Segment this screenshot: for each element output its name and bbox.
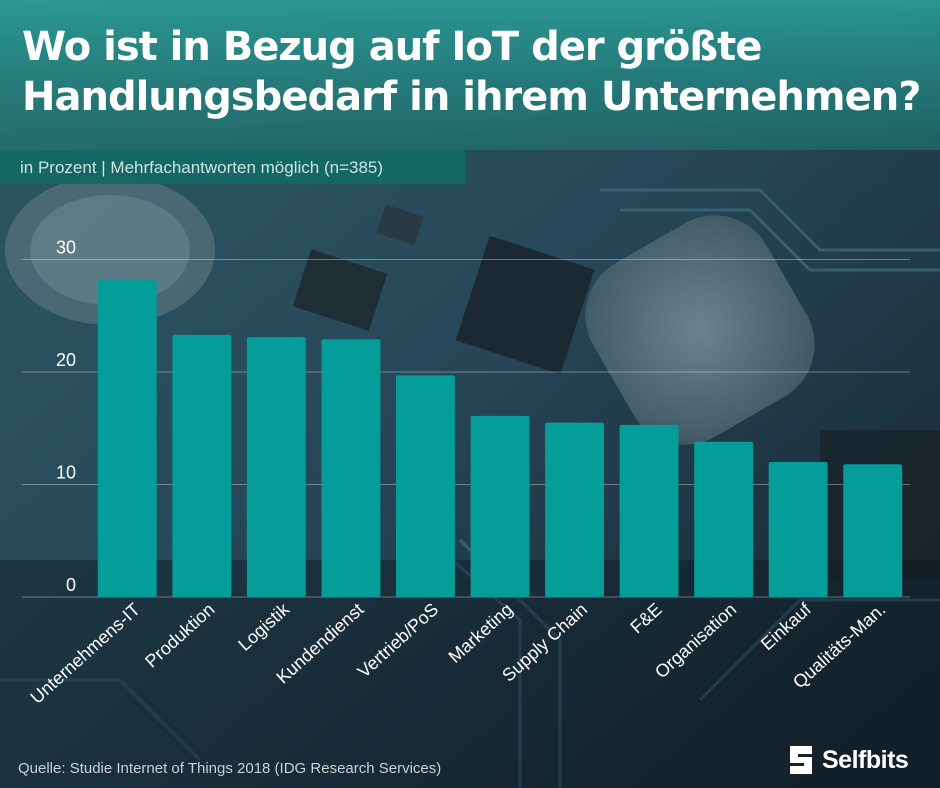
bar-organisation — [694, 441, 754, 598]
bar-f-e — [619, 424, 679, 597]
y-tick-label: 0 — [66, 575, 76, 595]
x-category-label: Organisation — [651, 599, 740, 682]
title-line-2: Handlungsbedarf in ihrem Unternehmen? — [22, 74, 921, 120]
bar-logistik — [246, 337, 306, 597]
bar-kundendienst — [321, 339, 381, 597]
y-tick-label: 20 — [56, 350, 76, 370]
bar-unternehmens-it — [97, 279, 157, 598]
bar-produktion — [172, 334, 232, 597]
x-category-label: F&E — [626, 599, 665, 637]
bar-vertrieb-pos — [396, 375, 455, 597]
y-tick-label: 10 — [56, 463, 76, 483]
brand-name: Selfbits — [822, 746, 909, 774]
bar-qualitäts-man- — [843, 464, 903, 598]
x-category-label: Unternehmens-IT — [27, 599, 144, 708]
x-category-label: Marketing — [445, 599, 517, 667]
source-note: Quelle: Studie Internet of Things 2018 (… — [18, 760, 442, 777]
chart-title: Wo ist in Bezug auf IoT der größte Handl… — [22, 22, 922, 122]
bar-supply-chain — [545, 422, 604, 597]
x-category-label: Einkauf — [757, 598, 816, 654]
x-category-label: Vertrieb/PoS — [354, 599, 442, 681]
title-line-1: Wo ist in Bezug auf IoT der größte — [22, 24, 762, 70]
bar-einkauf — [768, 462, 828, 597]
selfbits-logo: Selfbits — [786, 740, 921, 780]
bar-marketing — [470, 415, 530, 597]
chart-subtitle: in Prozent | Mehrfachantworten möglich (… — [20, 158, 384, 177]
x-category-label: Produktion — [141, 599, 218, 671]
y-tick-label: 30 — [56, 240, 76, 258]
subtitle-banner: in Prozent | Mehrfachantworten möglich (… — [0, 150, 465, 184]
x-category-label: Logistik — [234, 598, 293, 654]
selfbits-logo-icon — [790, 746, 812, 774]
